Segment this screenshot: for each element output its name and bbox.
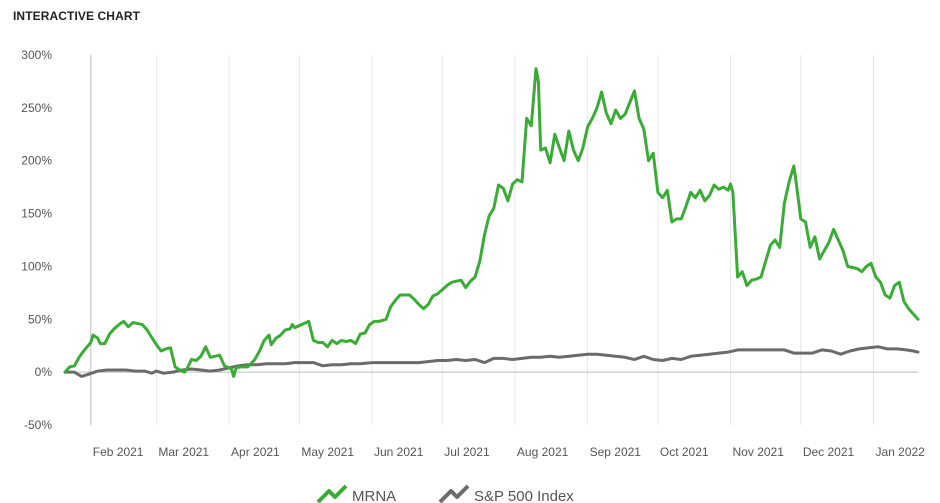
legend-label: MRNA	[352, 488, 396, 503]
x-tick-label: Aug 2021	[517, 445, 569, 459]
series-layer[interactable]	[63, 67, 920, 378]
legend-label: S&P 500 Index	[474, 488, 574, 503]
legend-item[interactable]: MRNA	[316, 484, 396, 503]
y-tick-label: 100%	[21, 259, 52, 273]
y-tick-label: 300%	[21, 48, 52, 62]
y-tick-label: 0%	[35, 365, 53, 379]
x-tick-label: Oct 2021	[660, 445, 709, 459]
x-tick-label: Mar 2021	[158, 445, 209, 459]
chart-title: INTERACTIVE CHART	[13, 9, 141, 23]
axis-layer: Feb 2021 Mar 2021 Apr 2021 May 2021 Jun 2021…	[21, 48, 925, 459]
y-tick-label: 50%	[28, 312, 52, 326]
y-tick-label: 200%	[21, 154, 52, 168]
legend-item[interactable]: S&P 500 Index	[438, 484, 574, 503]
x-tick-label: Apr 2021	[231, 445, 280, 459]
x-tick-label: May 2021	[301, 445, 354, 459]
legend-line-icon	[316, 484, 348, 503]
series-line-s-p-500-index[interactable]	[63, 345, 920, 378]
x-tick-label: Nov 2021	[733, 445, 785, 459]
legend[interactable]: MRNA S&P 500 Index	[316, 484, 574, 503]
x-tick-label: Dec 2021	[803, 445, 855, 459]
y-tick-label: 150%	[21, 207, 52, 221]
x-tick-label: Feb 2021	[93, 445, 144, 459]
x-tick-label: Jun 2021	[374, 445, 424, 459]
x-tick-label: Jan 2022	[875, 445, 925, 459]
x-tick-label: Jul 2021	[444, 445, 490, 459]
y-tick-label: -50%	[24, 418, 52, 432]
x-tick-label: Sep 2021	[590, 445, 642, 459]
y-tick-label: 250%	[21, 101, 52, 115]
series-line-mrna[interactable]	[63, 67, 920, 378]
legend-line-icon	[438, 484, 470, 503]
